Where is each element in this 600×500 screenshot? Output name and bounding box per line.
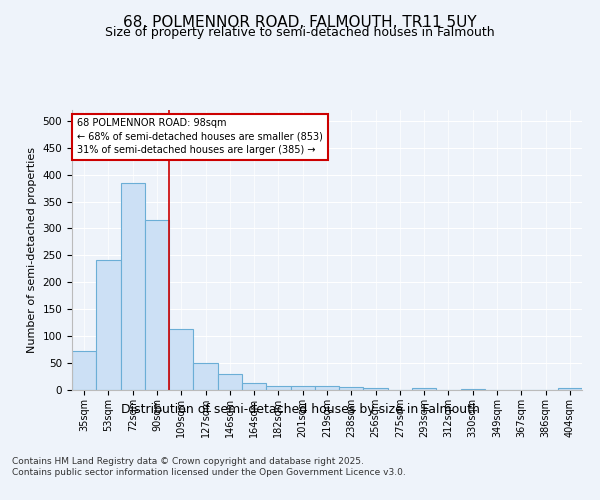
Bar: [364, 388, 388, 390]
Y-axis label: Number of semi-detached properties: Number of semi-detached properties: [27, 147, 37, 353]
Bar: [412, 388, 436, 390]
Bar: [266, 386, 290, 390]
Bar: [218, 374, 242, 390]
Bar: [315, 386, 339, 390]
Bar: [145, 220, 169, 390]
Text: Size of property relative to semi-detached houses in Falmouth: Size of property relative to semi-detach…: [105, 26, 495, 39]
Bar: [339, 387, 364, 390]
Bar: [290, 386, 315, 390]
Bar: [121, 182, 145, 390]
Bar: [169, 329, 193, 390]
Text: 68 POLMENNOR ROAD: 98sqm
← 68% of semi-detached houses are smaller (853)
31% of : 68 POLMENNOR ROAD: 98sqm ← 68% of semi-d…: [77, 118, 323, 155]
Bar: [96, 260, 121, 390]
Bar: [193, 363, 218, 390]
Bar: [242, 383, 266, 390]
Bar: [558, 388, 582, 390]
Text: Contains HM Land Registry data © Crown copyright and database right 2025.
Contai: Contains HM Land Registry data © Crown c…: [12, 458, 406, 477]
Text: Distribution of semi-detached houses by size in Falmouth: Distribution of semi-detached houses by …: [121, 402, 479, 415]
Bar: [72, 350, 96, 390]
Text: 68, POLMENNOR ROAD, FALMOUTH, TR11 5UY: 68, POLMENNOR ROAD, FALMOUTH, TR11 5UY: [123, 15, 477, 30]
